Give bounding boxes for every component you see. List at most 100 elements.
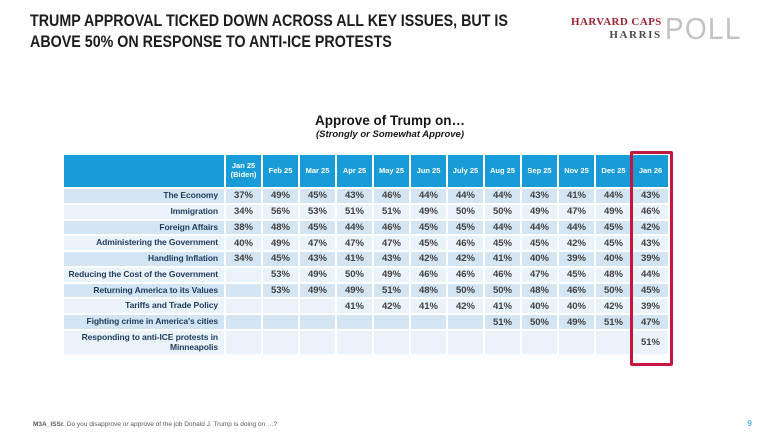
cell-the-economy-apr-25: 43% [337,189,374,205]
cell-handling-inflation-aug-25: 41% [485,252,522,268]
cell-responding-to-anti-ice-protests-in-minneapolis-feb-25 [263,330,300,357]
cell-immigration-may-25: 51% [374,204,411,221]
cell-handling-inflation-jan-25-biden: 34% [226,252,263,268]
cell-reducing-the-cost-of-the-government-apr-25: 50% [337,267,374,284]
cell-returning-america-to-its-values-july-25: 50% [448,283,485,300]
cell-administering-the-government-aug-25: 45% [485,236,522,253]
row-label-foreign-affairs: Foreign Affairs [64,220,226,237]
cell-fighting-crime-in-america-s-cities-feb-25 [263,315,300,331]
cell-immigration-apr-25: 51% [337,204,374,221]
cell-returning-america-to-its-values-mar-25: 49% [300,283,337,300]
row-label-fighting-crime-in-america-s-cities: Fighting crime in America's cities [64,315,226,331]
cell-foreign-affairs-sep-25: 44% [522,220,559,237]
cell-foreign-affairs-apr-25: 44% [337,220,374,237]
column-header-sep-25: Sep 25 [522,155,559,189]
column-header-jan-26: Jan 26 [633,155,670,189]
row-label-administering-the-government: Administering the Government [64,236,226,253]
cell-returning-america-to-its-values-jun-25: 48% [411,283,448,300]
cell-foreign-affairs-july-25: 45% [448,220,485,237]
cell-reducing-the-cost-of-the-government-dec-25: 48% [596,267,633,284]
cell-administering-the-government-jun-25: 45% [411,236,448,253]
cell-reducing-the-cost-of-the-government-jan-26: 44% [633,267,670,284]
cell-handling-inflation-nov-25: 39% [559,252,596,268]
cell-administering-the-government-july-25: 46% [448,236,485,253]
cell-responding-to-anti-ice-protests-in-minneapolis-dec-25 [596,330,633,357]
cell-immigration-mar-25: 53% [300,204,337,221]
row-label-the-economy: The Economy [64,189,226,205]
cell-handling-inflation-may-25: 43% [374,252,411,268]
cell-reducing-the-cost-of-the-government-nov-25: 45% [559,267,596,284]
cell-immigration-sep-25: 49% [522,204,559,221]
source-text: Do you disapprove or approve of the job … [66,421,278,428]
row-label-tariffs-and-trade-policy: Tariffs and Trade Policy [64,299,226,316]
harvard-harris-poll-logo: HARVARD CAPS HARRIS POLL [571,13,750,44]
source-note: M3A_ISSr. Do you disapprove or approve of… [33,421,277,428]
logo-poll-text: POLL [664,11,742,46]
cell-responding-to-anti-ice-protests-in-minneapolis-jan-25-biden [226,330,263,357]
cell-immigration-feb-25: 56% [263,204,300,221]
column-header-jan-25-biden: Jan 25 (Biden) [226,155,263,189]
table-subtitle: (Strongly or Somewhat Approve) [316,129,464,140]
column-header-apr-25: Apr 25 [337,155,374,189]
cell-tariffs-and-trade-policy-dec-25: 42% [596,299,633,316]
logo-harvard-caps-text: HARVARD CAPS [571,16,662,28]
cell-responding-to-anti-ice-protests-in-minneapolis-jan-26: 51% [633,330,670,357]
cell-foreign-affairs-feb-25: 48% [263,220,300,237]
slide-title: TRUMP APPROVAL TICKED DOWN ACROSS ALL KE… [30,10,618,53]
cell-responding-to-anti-ice-protests-in-minneapolis-mar-25 [300,330,337,357]
row-label-handling-inflation: Handling Inflation [64,252,226,268]
cell-returning-america-to-its-values-may-25: 51% [374,283,411,300]
cell-fighting-crime-in-america-s-cities-jan-26: 47% [633,315,670,331]
cell-immigration-dec-25: 49% [596,204,633,221]
column-header-nov-25: Nov 25 [559,155,596,189]
cell-handling-inflation-jun-25: 42% [411,252,448,268]
cell-the-economy-may-25: 46% [374,189,411,205]
slide-title-line1: TRUMP APPROVAL TICKED DOWN ACROSS ALL KE… [30,11,508,30]
cell-administering-the-government-feb-25: 49% [263,236,300,253]
cell-administering-the-government-dec-25: 45% [596,236,633,253]
cell-foreign-affairs-jun-25: 45% [411,220,448,237]
column-header-july-25: July 25 [448,155,485,189]
column-header-mar-25: Mar 25 [300,155,337,189]
cell-responding-to-anti-ice-protests-in-minneapolis-apr-25 [337,330,374,357]
cell-administering-the-government-mar-25: 47% [300,236,337,253]
cell-fighting-crime-in-america-s-cities-dec-25: 51% [596,315,633,331]
cell-administering-the-government-apr-25: 47% [337,236,374,253]
logo-wordmark: HARVARD CAPS HARRIS [571,13,662,42]
cell-responding-to-anti-ice-protests-in-minneapolis-may-25 [374,330,411,357]
cell-foreign-affairs-may-25: 46% [374,220,411,237]
cell-fighting-crime-in-america-s-cities-may-25 [374,315,411,331]
cell-administering-the-government-jan-26: 43% [633,236,670,253]
slide-title-line2: ABOVE 50% ON RESPONSE TO ANTI-ICE PROTES… [30,32,392,52]
cell-responding-to-anti-ice-protests-in-minneapolis-jun-25 [411,330,448,357]
cell-fighting-crime-in-america-s-cities-apr-25 [337,315,374,331]
cell-foreign-affairs-dec-25: 45% [596,220,633,237]
cell-reducing-the-cost-of-the-government-jun-25: 46% [411,267,448,284]
column-header-dec-25: Dec 25 [596,155,633,189]
cell-returning-america-to-its-values-feb-25: 53% [263,283,300,300]
table-heading: Approve of Trump on… (Strongly or Somewh… [240,113,540,140]
cell-reducing-the-cost-of-the-government-aug-25: 46% [485,267,522,284]
cell-handling-inflation-july-25: 42% [448,252,485,268]
cell-handling-inflation-mar-25: 43% [300,252,337,268]
cell-reducing-the-cost-of-the-government-jan-25-biden [226,267,263,284]
column-header-may-25: May 25 [374,155,411,189]
cell-tariffs-and-trade-policy-may-25: 42% [374,299,411,316]
cell-reducing-the-cost-of-the-government-mar-25: 49% [300,267,337,284]
cell-fighting-crime-in-america-s-cities-mar-25 [300,315,337,331]
cell-immigration-jan-26: 46% [633,204,670,221]
cell-fighting-crime-in-america-s-cities-sep-25: 50% [522,315,559,331]
cell-handling-inflation-sep-25: 40% [522,252,559,268]
cell-responding-to-anti-ice-protests-in-minneapolis-july-25 [448,330,485,357]
cell-returning-america-to-its-values-dec-25: 50% [596,283,633,300]
cell-administering-the-government-sep-25: 45% [522,236,559,253]
cell-tariffs-and-trade-policy-jan-25-biden [226,299,263,316]
cell-the-economy-jan-26: 43% [633,189,670,205]
cell-returning-america-to-its-values-jan-25-biden [226,283,263,300]
row-label-reducing-the-cost-of-the-government: Reducing the Cost of the Government [64,267,226,284]
cell-reducing-the-cost-of-the-government-july-25: 46% [448,267,485,284]
cell-reducing-the-cost-of-the-government-sep-25: 47% [522,267,559,284]
cell-immigration-aug-25: 50% [485,204,522,221]
cell-fighting-crime-in-america-s-cities-aug-25: 51% [485,315,522,331]
cell-administering-the-government-nov-25: 42% [559,236,596,253]
